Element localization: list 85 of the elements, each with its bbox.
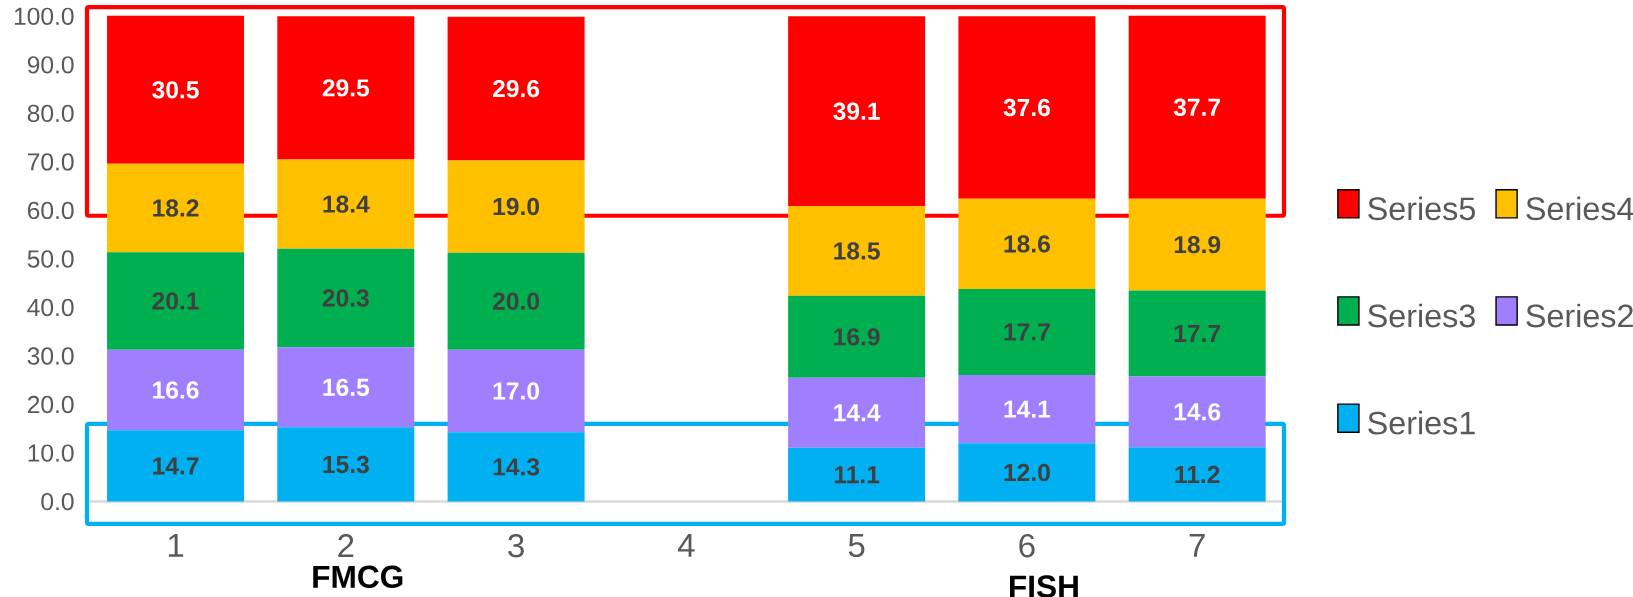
bar [447,16,585,161]
data-label: 39.1 [833,102,880,120]
bar [277,248,415,348]
data-label: 20.0 [492,292,540,310]
y-tick-label: 0.0 [41,492,74,511]
data-label: 18.9 [1174,235,1221,254]
bar [1128,15,1266,199]
bar [447,432,585,502]
bar [788,206,926,296]
bar [1128,376,1266,448]
data-label: 29.5 [322,79,370,97]
bar [788,16,926,207]
bar [788,377,926,448]
data-label: 37.6 [1003,98,1050,117]
bar [788,447,926,502]
legend-label: Series4 [1526,196,1633,221]
bar [1128,290,1266,377]
data-label: 16.9 [834,328,880,346]
data-label: 30.5 [152,81,199,99]
x-tick-label: 4 [677,534,695,557]
bar [447,160,585,253]
data-label: 16.6 [153,381,199,399]
data-label: 37.7 [1173,98,1220,117]
y-tick-label: 100.0 [14,7,74,25]
x-tick-label: 5 [848,534,865,558]
data-label: 17.7 [1004,323,1050,341]
data-label: 20.3 [322,289,369,307]
bar [107,163,245,253]
data-label: 12.0 [1004,463,1050,482]
bar [958,198,1096,290]
data-label: 19.0 [493,197,540,216]
x-tick-label: 1 [168,534,184,557]
legend-label: Series1 [1368,410,1475,435]
data-label: 18.2 [153,199,199,217]
y-tick-label: 50.0 [27,250,74,268]
data-label: 14.4 [834,404,881,422]
data-label: 17.0 [493,382,540,400]
data-label: 15.3 [323,455,369,474]
bar [447,349,585,433]
x-tick-label: 7 [1189,534,1205,557]
bar [277,159,415,249]
data-label: 14.1 [1004,400,1051,418]
bar [958,374,1096,444]
bar [958,443,1096,502]
bar [788,295,926,378]
data-label: 18.6 [1004,235,1050,253]
bar [277,427,415,502]
y-tick-label: 80.0 [27,104,74,123]
data-label: 18.4 [323,195,370,213]
data-label: 14.3 [493,458,540,476]
legend-label: Series5 [1368,196,1475,221]
bar [107,349,245,431]
y-tick-label: 30.0 [27,347,74,365]
y-tick-label: 40.0 [27,298,74,317]
text: FMCG [313,565,403,589]
bar [958,289,1096,375]
data-label: 16.5 [323,378,370,396]
y-tick-label: 10.0 [28,444,74,462]
bar [958,16,1096,199]
bar [1128,447,1266,502]
data-label: 11.2 [1175,465,1220,484]
data-label: 29.6 [492,79,540,98]
data-label: 11.1 [834,466,880,484]
y-tick-label: 60.0 [27,201,74,220]
y-tick-label: 20.0 [27,395,74,414]
bar [277,16,415,160]
data-label: 18.5 [834,242,880,260]
bar [107,15,245,164]
text: FISH [1009,575,1078,597]
data-label: 17.7 [1174,324,1220,342]
x-tick-label: 3 [508,534,524,558]
bar [107,252,245,350]
x-tick-label: 6 [1019,534,1035,558]
bar [447,252,585,350]
legend-label: Series3 [1368,303,1475,328]
x-tick-label: 2 [338,534,354,558]
data-label: 14.6 [1174,403,1221,421]
bar [1128,198,1266,291]
y-tick-label: 70.0 [27,153,74,171]
bar [107,430,245,502]
bar [277,347,415,428]
data-label: 14.7 [153,457,199,475]
legend-label: Series2 [1526,303,1633,328]
y-tick-label: 90.0 [27,56,74,74]
data-label: 20.1 [152,292,199,310]
